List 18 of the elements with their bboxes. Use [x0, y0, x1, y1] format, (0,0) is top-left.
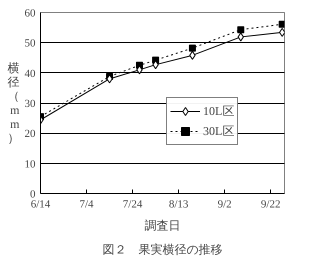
text: 図２ 果実横径の推移	[102, 242, 222, 256]
y-tick-label: 10	[24, 158, 36, 170]
y-tick-label: 20	[24, 128, 36, 140]
x-tick-label: 8/13	[168, 198, 189, 210]
y-tick-label: 0	[30, 188, 36, 200]
x-tick-label: 9/22	[260, 198, 280, 210]
y-tick-label: 40	[24, 68, 36, 80]
x-tick-label: 7/4	[80, 198, 94, 210]
legend-label: 10L区	[203, 102, 234, 120]
x-tick-label: 7/24	[122, 198, 143, 210]
y-tick-label: 30	[24, 98, 36, 110]
y-tick-label: 50	[24, 38, 36, 50]
x-tick-label: 6/14	[30, 198, 51, 210]
x-tick-label: 9/2	[218, 198, 232, 210]
legend-label: 30L区	[203, 122, 234, 140]
x-axis-title: 調査日	[144, 218, 180, 232]
y-tick-label: 60	[24, 8, 36, 20]
y-axis-title: 横径（mm）	[8, 61, 20, 145]
